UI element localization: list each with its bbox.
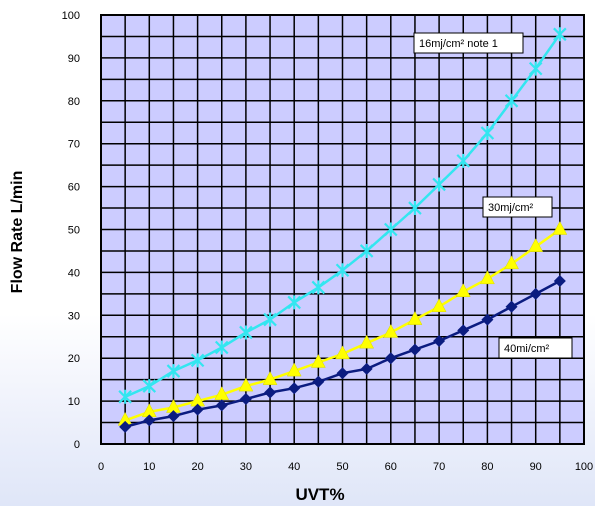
- x-tick-label: 10: [143, 461, 155, 473]
- data-point: [553, 274, 566, 287]
- data-point: [190, 353, 205, 368]
- series-label-box: [482, 196, 553, 218]
- series-label-text: 40mi/cm²: [504, 343, 550, 355]
- data-point: [311, 280, 326, 295]
- y-tick-label: 30: [68, 310, 80, 322]
- x-tick-label: 50: [336, 461, 348, 473]
- data-point: [480, 125, 495, 140]
- data-point: [238, 377, 254, 392]
- data-point: [552, 220, 568, 235]
- data-point: [456, 153, 471, 168]
- y-tick-label: 50: [68, 225, 80, 237]
- data-point: [431, 298, 447, 312]
- data-point: [215, 399, 228, 412]
- x-tick-label: 80: [481, 461, 493, 473]
- series-label-text: 16mj/cm² note 1: [419, 38, 498, 50]
- series-3: [119, 274, 566, 433]
- series-label-3: 40mi/cm²: [498, 337, 573, 359]
- data-point: [455, 283, 471, 297]
- data-point: [504, 93, 519, 108]
- y-tick-label: 90: [68, 53, 80, 65]
- y-axis-label: Flow Rate L/min: [9, 171, 26, 294]
- data-point: [239, 325, 253, 340]
- data-point: [408, 343, 421, 356]
- x-axis-label: UVT%: [295, 485, 344, 504]
- data-point: [119, 420, 132, 433]
- data-point: [262, 371, 278, 385]
- data-point: [312, 375, 325, 388]
- series-layer: [117, 27, 568, 433]
- series-label-box: [413, 32, 524, 54]
- data-point: [142, 379, 157, 394]
- y-tick-label: 40: [68, 267, 80, 279]
- series-1: [118, 27, 567, 404]
- data-point: [310, 353, 326, 368]
- y-tick-label: 70: [68, 139, 80, 151]
- data-point: [335, 263, 350, 278]
- data-point: [264, 386, 277, 399]
- series-label-1: 16mj/cm² note 1: [413, 32, 524, 54]
- x-tick-label: 70: [433, 461, 445, 473]
- x-tick-label: 20: [191, 461, 203, 473]
- data-point: [167, 410, 180, 423]
- data-point: [335, 345, 350, 360]
- data-point: [433, 335, 446, 348]
- data-point: [143, 414, 156, 427]
- data-point: [479, 270, 495, 285]
- data-point: [407, 311, 423, 325]
- data-point: [286, 362, 302, 377]
- data-point: [287, 295, 301, 310]
- series-label-box: [498, 337, 573, 359]
- y-tick-label: 20: [68, 353, 80, 365]
- data-point: [457, 324, 470, 337]
- data-point: [214, 340, 229, 355]
- tick-labels: 0 10 20 30 40 50 60 70 80 90 100 0 10 20 30 40 50 60 70 80 9…: [62, 10, 594, 473]
- data-point: [553, 27, 567, 42]
- x-tick-label: 100: [575, 461, 593, 473]
- data-point: [263, 312, 277, 327]
- data-point: [383, 323, 399, 338]
- y-tick-label: 60: [68, 182, 80, 194]
- data-point: [336, 367, 349, 380]
- plot-border: [100, 14, 585, 445]
- data-point: [359, 243, 374, 258]
- y-tick-label: 0: [74, 439, 80, 451]
- data-point: [239, 392, 252, 405]
- y-tick-label: 80: [68, 96, 80, 108]
- y-tick-label: 10: [68, 396, 80, 408]
- data-point: [505, 300, 518, 313]
- series-label-2: 30mj/cm²: [482, 196, 553, 218]
- data-point: [504, 255, 519, 270]
- data-point: [528, 61, 543, 76]
- series-2: [117, 220, 568, 426]
- data-point: [118, 389, 132, 404]
- data-point: [432, 177, 446, 192]
- data-point: [528, 238, 544, 252]
- x-tick-label: 30: [240, 461, 252, 473]
- data-point: [191, 403, 204, 416]
- data-point: [166, 364, 181, 379]
- data-point: [288, 382, 301, 395]
- data-point: [529, 287, 542, 300]
- y-tick-label: 100: [62, 10, 80, 22]
- data-point: [359, 334, 375, 349]
- series-label-text: 30mj/cm²: [488, 202, 534, 214]
- x-tick-label: 90: [530, 461, 542, 473]
- series-labels: 16mj/cm² note 1 30mj/cm² 40mi/cm²: [413, 32, 573, 359]
- grid: [100, 14, 585, 445]
- data-point: [384, 352, 397, 365]
- x-tick-label: 60: [385, 461, 397, 473]
- data-point: [408, 201, 422, 216]
- x-tick-label: 40: [288, 461, 300, 473]
- data-point: [360, 362, 373, 375]
- x-tick-label: 0: [98, 461, 104, 473]
- data-point: [384, 222, 398, 237]
- data-point: [481, 313, 494, 326]
